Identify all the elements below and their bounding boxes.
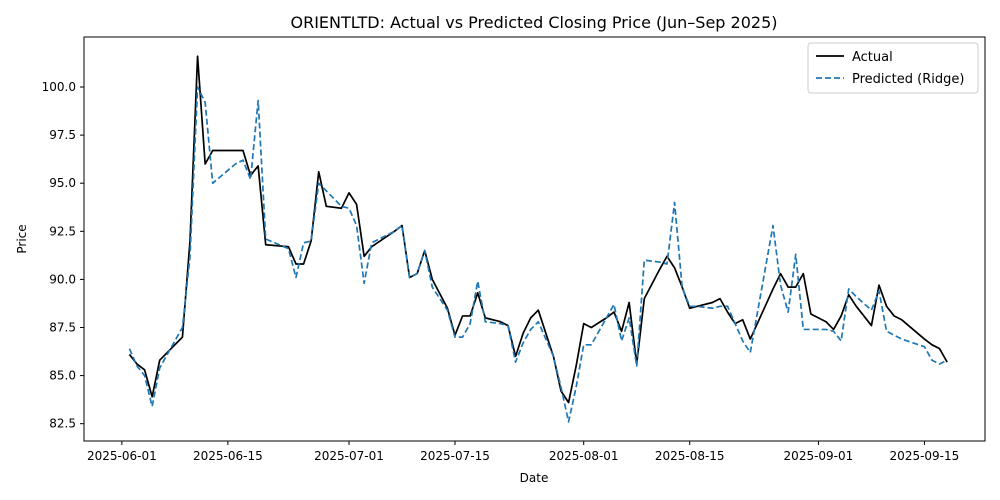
y-tick-label: 97.5	[49, 128, 76, 142]
y-tick-label: 82.5	[49, 417, 76, 431]
x-tick-label: 2025-08-15	[655, 449, 725, 463]
x-tick-label: 2025-09-01	[784, 449, 854, 463]
x-axis-label: Date	[520, 471, 549, 485]
y-tick-label: 92.5	[49, 224, 76, 238]
y-axis: 82.5 85.0 87.5 90.0 92.5 95.0 97.5 100.0	[42, 80, 84, 431]
y-axis-label: Price	[15, 224, 29, 253]
series-line-predicted	[128, 86, 948, 423]
plot-area	[83, 36, 986, 442]
y-tick-label: 87.5	[49, 320, 76, 334]
y-tick-label: 95.0	[49, 176, 76, 190]
x-axis: 2025-06-01 2025-06-15 2025-07-01 2025-07-15…	[87, 441, 959, 463]
chart-title: ORIENTLTD: Actual vs Predicted Closing P…	[291, 13, 778, 32]
x-tick-label: 2025-07-15	[420, 449, 490, 463]
y-tick-label: 90.0	[49, 272, 76, 286]
plot-background	[84, 37, 985, 441]
x-tick-label: 2025-09-15	[890, 449, 960, 463]
x-tick-label: 2025-06-15	[193, 449, 263, 463]
legend-predicted-label: Predicted (Ridge)	[852, 72, 964, 87]
series-layer	[128, 55, 948, 423]
y-tick-label: 100.0	[42, 80, 76, 94]
series-line-actual	[128, 55, 948, 404]
legend-actual-label: Actual	[852, 50, 893, 65]
legend: Actual Predicted (Ridge)	[807, 42, 979, 94]
y-tick-label: 85.0	[49, 369, 76, 383]
x-tick-label: 2025-08-01	[549, 449, 619, 463]
legend-box	[807, 42, 979, 94]
x-tick-label: 2025-07-01	[314, 449, 384, 463]
plot-frame	[83, 36, 986, 442]
x-tick-label: 2025-06-01	[87, 449, 157, 463]
